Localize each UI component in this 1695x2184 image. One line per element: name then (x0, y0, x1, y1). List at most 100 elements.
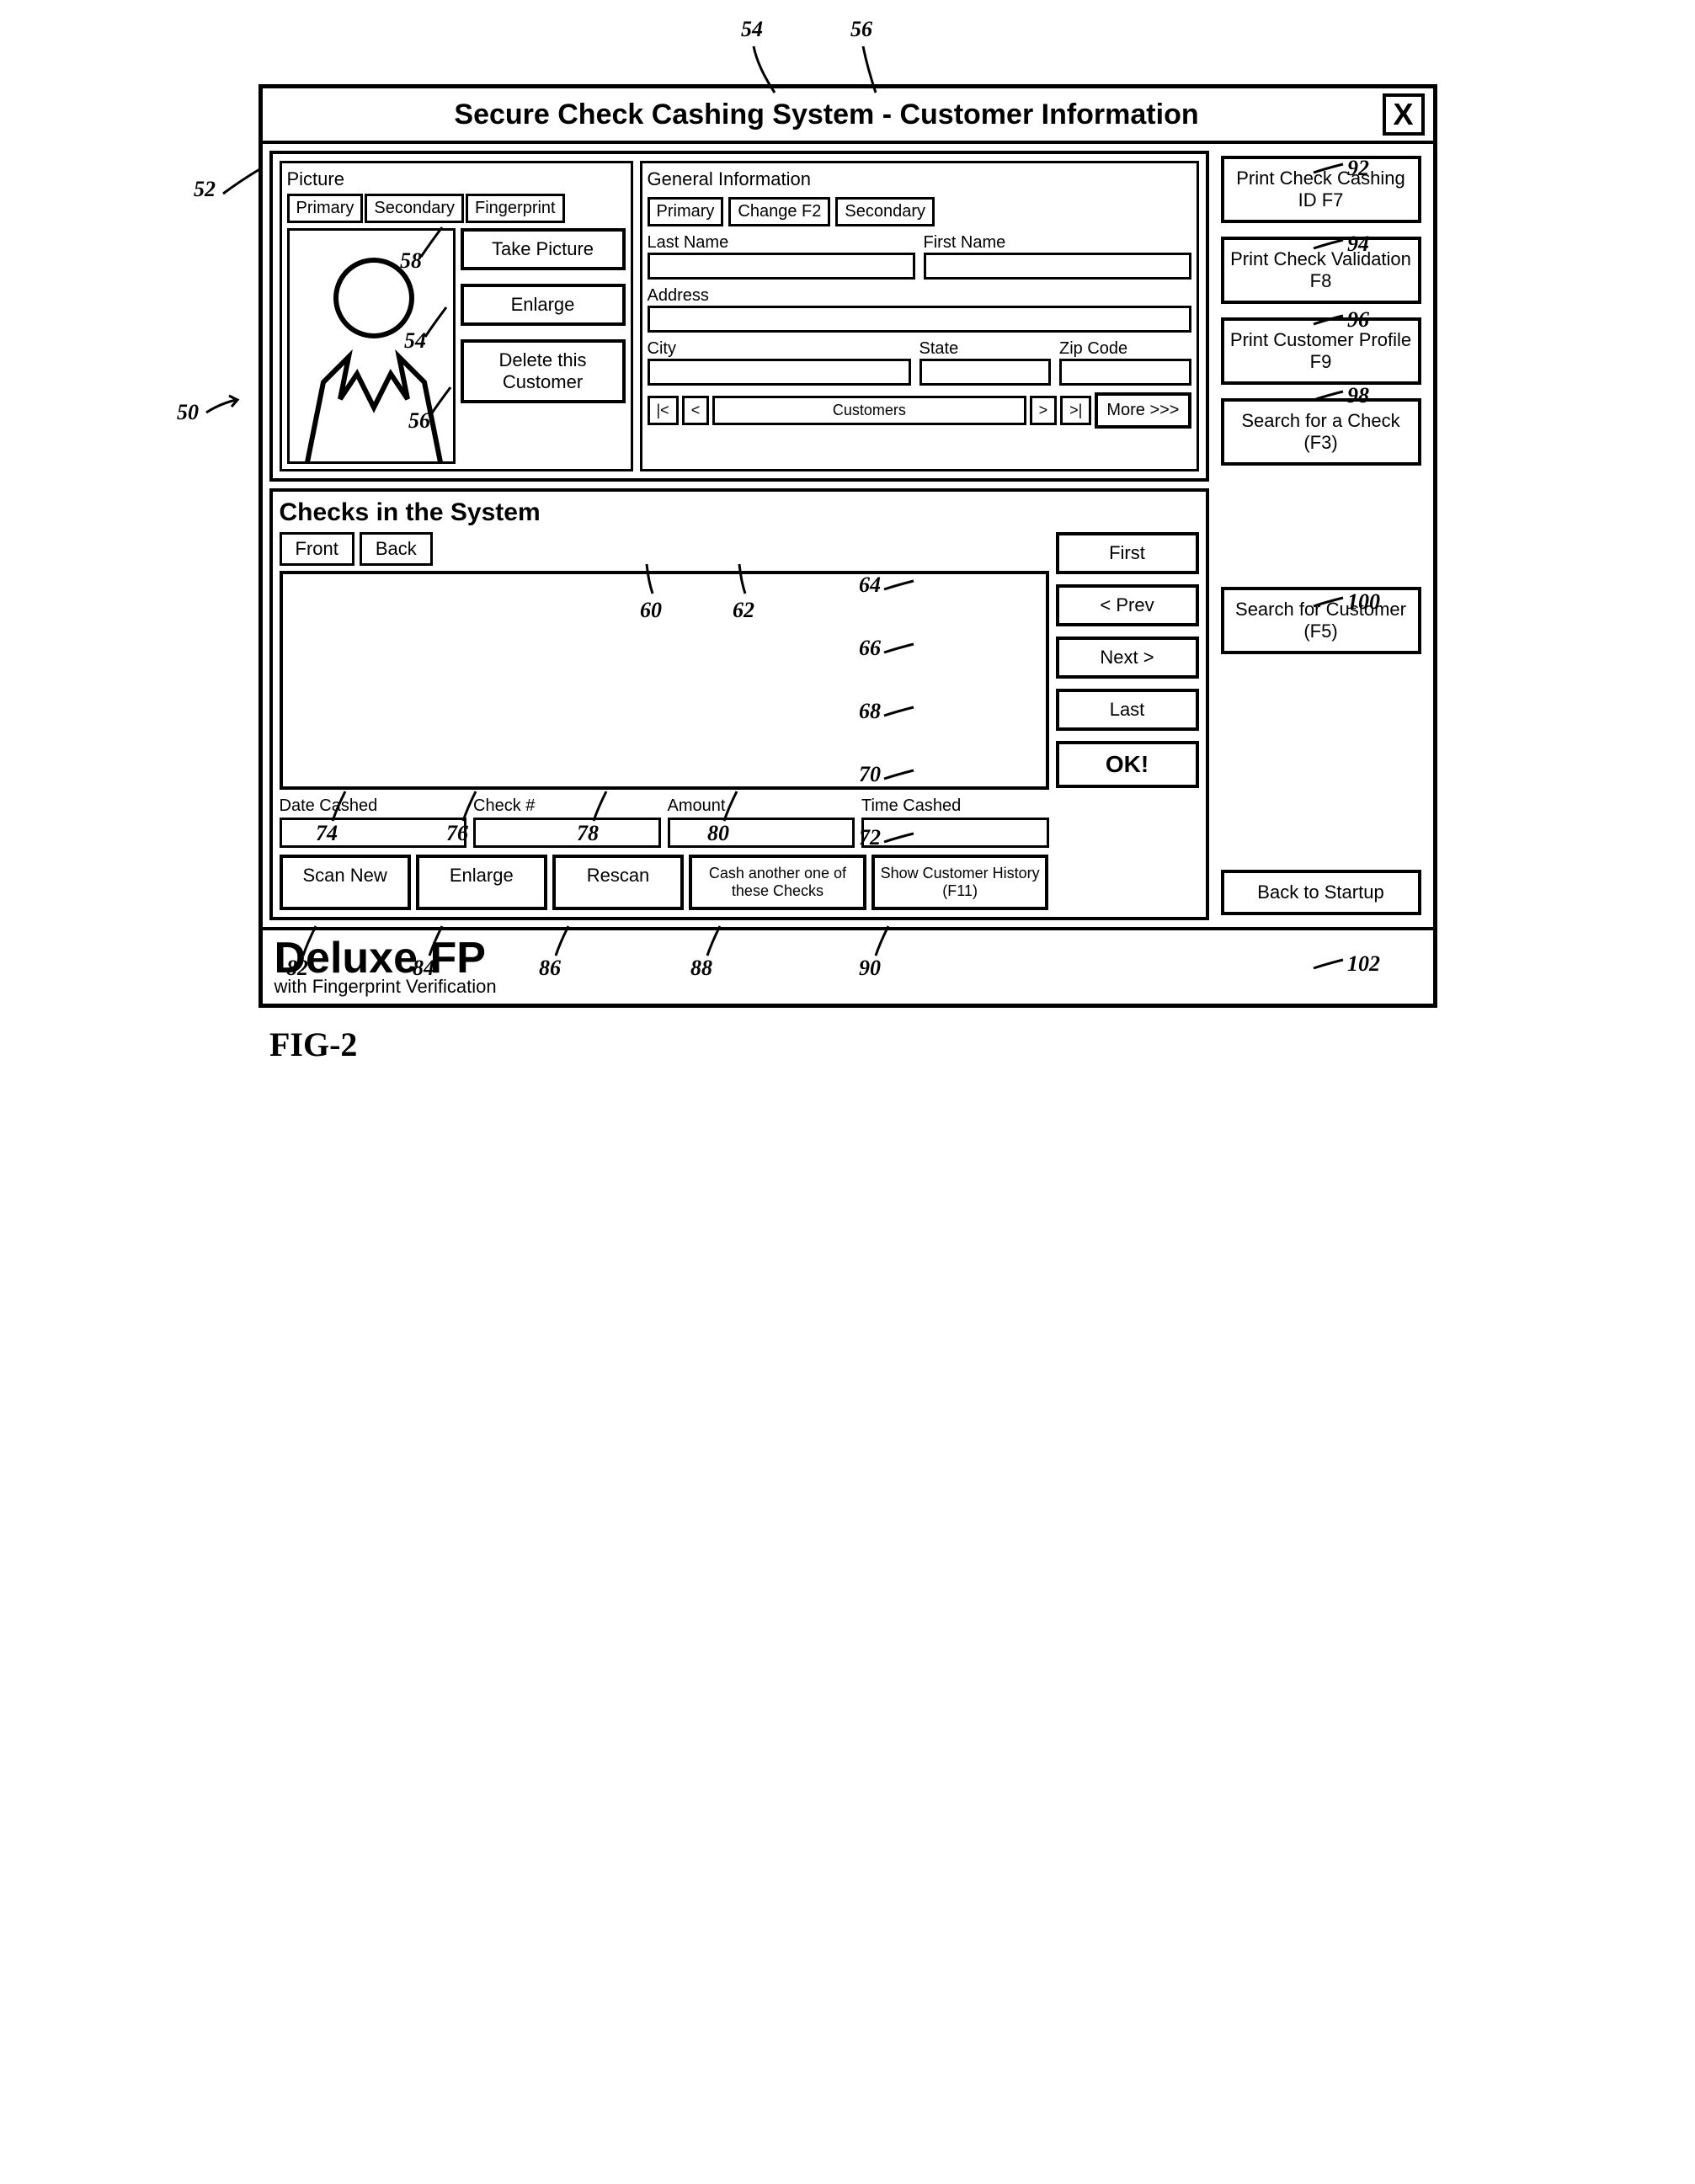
callout-96: 96 (1347, 307, 1369, 333)
check-left-area: Front Back Date Cashed Check # (280, 532, 1049, 910)
more-button[interactable]: More >>> (1095, 392, 1191, 429)
callout-58: 58 (400, 248, 422, 274)
callout-54: 54 (741, 17, 763, 42)
callout-70: 70 (859, 762, 881, 787)
date-cashed-label: Date Cashed (280, 796, 467, 816)
take-picture-button[interactable]: Take Picture (461, 228, 626, 270)
front-button[interactable]: Front (280, 532, 354, 566)
picture-panel: Picture Primary Secondary Fingerprint (280, 161, 633, 471)
check-image-area (280, 571, 1049, 790)
check-nav-column: First < Prev Next > Last OK! (1056, 532, 1199, 910)
callout-86: 86 (539, 956, 561, 981)
address-input[interactable] (648, 306, 1191, 333)
callout-78: 78 (577, 821, 599, 846)
callout-56b: 56 (408, 408, 430, 434)
titlebar: Secure Check Cashing System - Customer I… (263, 88, 1433, 144)
amount-input[interactable] (668, 818, 855, 848)
callout-76: 76 (446, 821, 468, 846)
rescan-button[interactable]: Rescan (552, 855, 684, 910)
print-profile-button[interactable]: Print Customer Profile F9 (1221, 317, 1421, 385)
zip-input[interactable] (1059, 359, 1191, 386)
check-prev-button[interactable]: < Prev (1056, 584, 1199, 626)
callout-62: 62 (733, 598, 754, 623)
checknum-input[interactable] (473, 818, 661, 848)
callout-88: 88 (690, 956, 712, 981)
nav-last-button[interactable]: >| (1060, 396, 1091, 425)
nav-first-button[interactable]: |< (648, 396, 679, 425)
back-startup-button[interactable]: Back to Startup (1221, 870, 1421, 915)
time-cashed-input[interactable] (861, 818, 1049, 848)
close-button[interactable]: X (1383, 93, 1425, 136)
general-panel: General Information Primary Change F2 Se… (640, 161, 1199, 471)
picture-label: Picture (287, 168, 626, 190)
callout-90: 90 (859, 956, 881, 981)
checks-panel: Checks in the System Front Back Date Cas… (269, 488, 1209, 920)
callout-74: 74 (316, 821, 338, 846)
footer: Deluxe FP with Fingerprint Verification (263, 927, 1433, 1004)
lastname-input[interactable] (648, 253, 915, 280)
date-cashed-input[interactable] (280, 818, 467, 848)
print-validation-button[interactable]: Print Check Validation F8 (1221, 237, 1421, 304)
callout-68: 68 (859, 699, 881, 724)
city-label: City (648, 339, 911, 359)
callout-72: 72 (859, 825, 881, 850)
check-enlarge-button[interactable]: Enlarge (416, 855, 547, 910)
checknum-label: Check # (473, 796, 661, 816)
ok-button[interactable]: OK! (1056, 741, 1199, 788)
cash-another-button[interactable]: Cash another one of these Checks (689, 855, 866, 910)
window-title: Secure Check Cashing System - Customer I… (271, 99, 1383, 131)
tab-secondary[interactable]: Secondary (365, 194, 464, 223)
callout-54b: 54 (404, 328, 426, 354)
check-next-button[interactable]: Next > (1056, 637, 1199, 679)
tab-fingerprint[interactable]: Fingerprint (466, 194, 565, 223)
scan-new-button[interactable]: Scan New (280, 855, 411, 910)
callout-52: 52 (194, 177, 216, 202)
amount-label: Amount (668, 796, 855, 816)
callout-98: 98 (1347, 383, 1369, 408)
picture-tabs: Primary Secondary Fingerprint (287, 194, 626, 223)
callout-64: 64 (859, 573, 881, 598)
callout-102: 102 (1347, 951, 1380, 977)
check-last-button[interactable]: Last (1056, 689, 1199, 731)
search-check-button[interactable]: Search for a Check (F3) (1221, 398, 1421, 466)
tab-primary[interactable]: Primary (287, 194, 364, 223)
callout-56: 56 (850, 17, 872, 42)
show-history-button[interactable]: Show Customer History (F11) (871, 855, 1049, 910)
callout-100: 100 (1347, 589, 1380, 615)
main-window: Secure Check Cashing System - Customer I… (259, 84, 1437, 1008)
callout-50: 50 (177, 400, 199, 425)
callout-94: 94 (1347, 232, 1369, 257)
right-sidebar: Print Check Cashing ID F7 Print Check Va… (1216, 151, 1426, 920)
enlarge-button[interactable]: Enlarge (461, 284, 626, 326)
figure-label: FIG-2 (269, 1025, 1661, 1064)
callout-92: 92 (1347, 156, 1369, 181)
nav-prev-button[interactable]: < (682, 396, 710, 425)
checks-title: Checks in the System (280, 498, 1199, 527)
back-button[interactable]: Back (360, 532, 433, 566)
gen-primary-tab[interactable]: Primary (648, 197, 724, 226)
general-label: General Information (648, 168, 811, 190)
state-label: State (919, 339, 1052, 359)
window-body: Picture Primary Secondary Fingerprint (263, 144, 1433, 927)
city-input[interactable] (648, 359, 911, 386)
firstname-input[interactable] (924, 253, 1191, 280)
lastname-label: Last Name (648, 233, 915, 253)
callout-80: 80 (707, 821, 729, 846)
search-customer-button[interactable]: Search for Customer (F5) (1221, 587, 1421, 654)
callout-66: 66 (859, 636, 881, 661)
callout-84: 84 (413, 956, 434, 981)
callout-60: 60 (640, 598, 662, 623)
address-label: Address (648, 286, 1191, 306)
delete-customer-button[interactable]: Delete this Customer (461, 339, 626, 403)
zip-label: Zip Code (1059, 339, 1191, 359)
nav-customers-label: Customers (712, 396, 1026, 425)
print-cashing-id-button[interactable]: Print Check Cashing ID F7 (1221, 156, 1421, 223)
time-cashed-label: Time Cashed (861, 796, 1049, 816)
gen-secondary-tab[interactable]: Secondary (835, 197, 935, 226)
callout-82: 82 (286, 956, 308, 981)
nav-next-button[interactable]: > (1030, 396, 1058, 425)
firstname-label: First Name (924, 233, 1191, 253)
change-f2-button[interactable]: Change F2 (728, 197, 830, 226)
state-input[interactable] (919, 359, 1052, 386)
check-first-button[interactable]: First (1056, 532, 1199, 574)
